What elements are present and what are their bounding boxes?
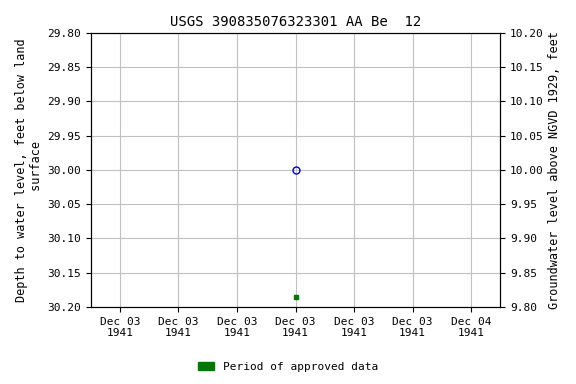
- Legend: Period of approved data: Period of approved data: [193, 358, 383, 377]
- Y-axis label: Depth to water level, feet below land
 surface: Depth to water level, feet below land su…: [15, 38, 43, 302]
- Title: USGS 390835076323301 AA Be  12: USGS 390835076323301 AA Be 12: [170, 15, 421, 29]
- Y-axis label: Groundwater level above NGVD 1929, feet: Groundwater level above NGVD 1929, feet: [548, 31, 561, 309]
